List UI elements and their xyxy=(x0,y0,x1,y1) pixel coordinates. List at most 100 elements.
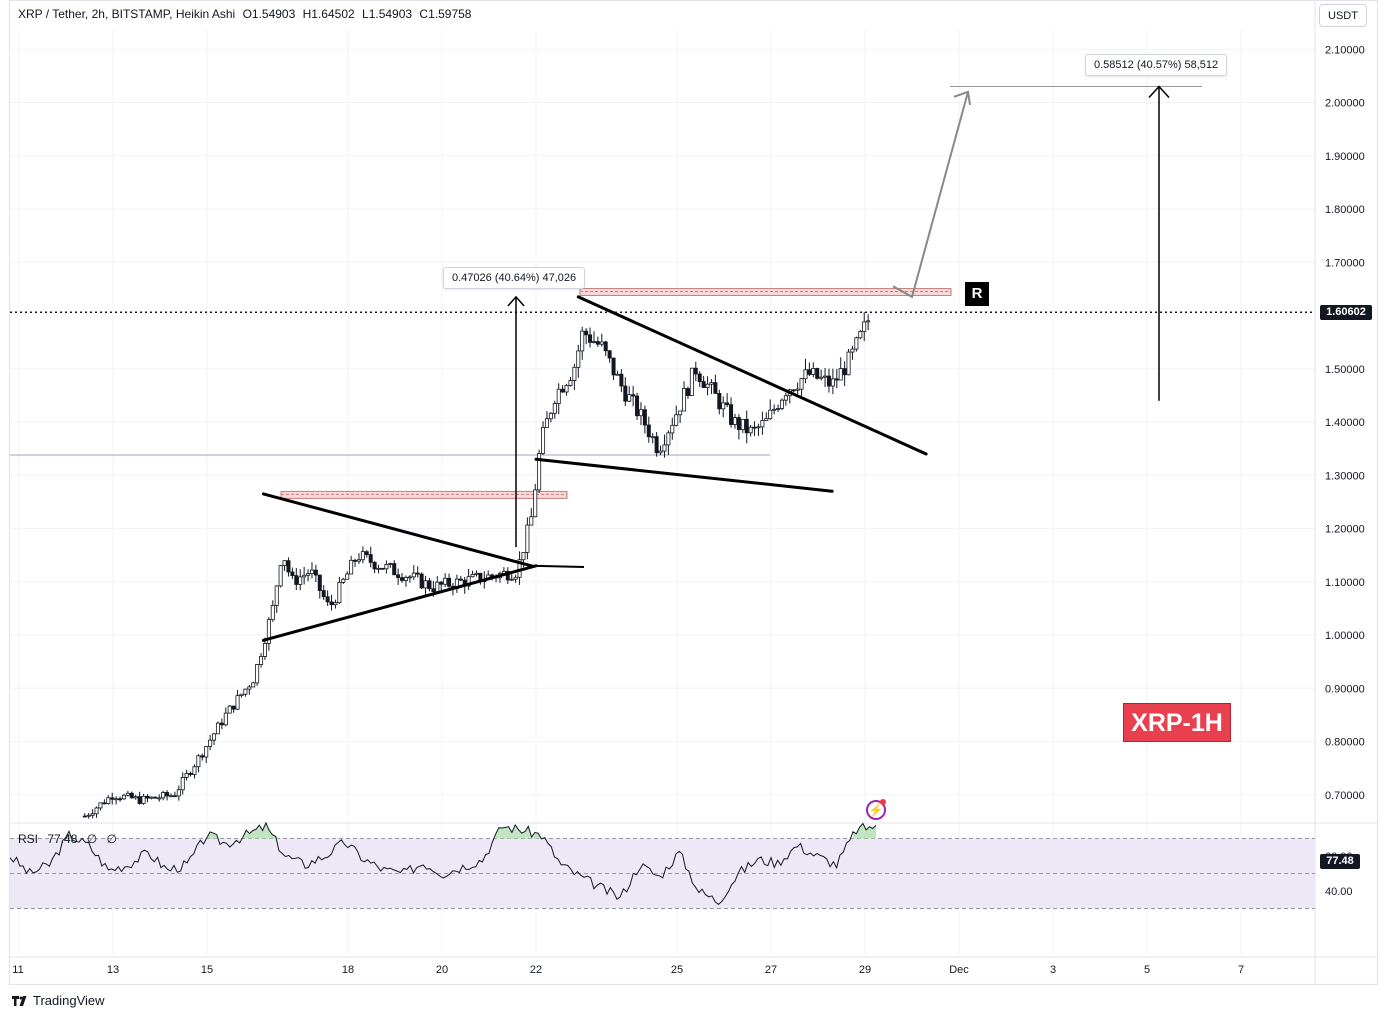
candle-body xyxy=(431,588,436,593)
candle-body xyxy=(137,796,142,804)
trendline xyxy=(534,457,834,493)
candle-body xyxy=(435,581,440,593)
candle-body xyxy=(145,795,150,799)
candle-body xyxy=(858,331,863,339)
rsi-value: 77.48 xyxy=(47,832,78,846)
candle-body xyxy=(384,563,389,570)
candle-body xyxy=(552,403,557,414)
candle-body xyxy=(231,705,236,710)
candle-body xyxy=(447,577,452,587)
price-tick-label: 2.10000 xyxy=(1325,44,1365,56)
candle-body xyxy=(356,559,361,562)
price-tick-label: 1.80000 xyxy=(1325,204,1365,216)
projection-path xyxy=(892,91,969,299)
candle-body xyxy=(129,792,134,799)
candle-body xyxy=(603,341,608,352)
candle-body xyxy=(580,330,585,352)
candle-body xyxy=(584,330,589,336)
current-price-label: 1.60602 xyxy=(1320,305,1372,320)
symbol-title[interactable]: XRP / Tether, 2h, BITSTAMP, Heikin Ashi xyxy=(18,7,236,21)
price-tick-label: 0.80000 xyxy=(1325,737,1365,749)
candle-body xyxy=(670,424,675,434)
time-tick-label: 13 xyxy=(107,964,119,976)
candle-body xyxy=(513,576,518,580)
candle-body xyxy=(235,695,240,710)
candle-body xyxy=(591,341,596,343)
candle-body xyxy=(407,576,412,579)
candle-body xyxy=(830,378,835,387)
candle-body xyxy=(638,409,643,417)
candle-body xyxy=(243,688,248,695)
open-value: O1.54903 xyxy=(242,7,296,21)
candle-body xyxy=(744,418,749,434)
candle-body xyxy=(114,798,119,801)
candle-body xyxy=(172,795,177,798)
currency-button[interactable]: USDT xyxy=(1319,4,1367,27)
candle-body xyxy=(286,560,291,573)
measure-label-2[interactable]: 0.58512 (40.57%) 58,512 xyxy=(1085,54,1228,76)
candle-body xyxy=(658,450,663,454)
rsi-overbought-fill xyxy=(65,822,877,839)
candle-body xyxy=(368,554,373,563)
candle-body xyxy=(854,337,859,350)
candle-body xyxy=(90,813,95,816)
candle-body xyxy=(768,409,773,420)
candle-body xyxy=(427,580,432,590)
rsi-name[interactable]: RSI xyxy=(18,832,39,846)
triangle-apex xyxy=(531,564,585,568)
candle-body xyxy=(650,436,655,439)
candle-body xyxy=(302,574,307,578)
candle-body xyxy=(82,815,87,818)
xrp-1h-badge: XRP-1H xyxy=(1123,703,1231,742)
candle-body xyxy=(599,341,604,345)
rsi-value-tag: 77.48 xyxy=(1320,854,1360,869)
candle-body xyxy=(309,569,314,575)
time-tick-label: 27 xyxy=(765,964,777,976)
tradingview-footer[interactable]: TradingView xyxy=(12,993,105,1008)
candle-body xyxy=(466,576,471,587)
time-tick-label: 3 xyxy=(1050,964,1056,976)
time-tick-label: 5 xyxy=(1144,964,1150,976)
candle-body xyxy=(204,746,209,758)
candle-body xyxy=(544,418,549,428)
candle-body xyxy=(807,369,812,375)
candle-body xyxy=(251,682,256,688)
candle-body xyxy=(764,418,769,421)
candle-body xyxy=(294,575,299,585)
candle-body xyxy=(118,798,123,801)
candle-body xyxy=(208,739,213,747)
candle-body xyxy=(360,551,365,561)
candle-body xyxy=(834,378,839,381)
candle-body xyxy=(121,794,126,800)
chart-frame xyxy=(9,0,1378,985)
candle-body xyxy=(725,402,730,406)
candle-body xyxy=(541,427,546,454)
candle-body xyxy=(153,796,158,799)
flash-icon[interactable]: ⚡ xyxy=(866,800,886,820)
price-tick-label: 1.90000 xyxy=(1325,151,1365,163)
candle-body xyxy=(799,378,804,390)
candle-body xyxy=(223,712,228,726)
candle-body xyxy=(403,577,408,581)
candle-body xyxy=(850,348,855,353)
grid-lines xyxy=(10,0,1378,985)
candle-body xyxy=(779,399,784,409)
time-tick-label: 11 xyxy=(12,964,23,976)
candle-body xyxy=(572,366,577,381)
candle-body xyxy=(411,572,416,578)
candle-body xyxy=(392,563,397,576)
candle-body xyxy=(149,796,154,799)
candle-body xyxy=(736,417,741,430)
candle-body xyxy=(642,409,647,426)
candle-body xyxy=(141,795,146,804)
measure-label-1[interactable]: 0.47026 (40.64%) 47,026 xyxy=(443,267,586,289)
candle-body xyxy=(290,571,295,576)
trendlines xyxy=(261,85,1170,642)
candle-body xyxy=(748,426,753,434)
candle-body xyxy=(227,705,232,714)
candle-body xyxy=(654,436,659,454)
candle-body xyxy=(619,373,624,387)
candle-body xyxy=(133,796,138,799)
time-tick-label: 29 xyxy=(859,964,871,976)
